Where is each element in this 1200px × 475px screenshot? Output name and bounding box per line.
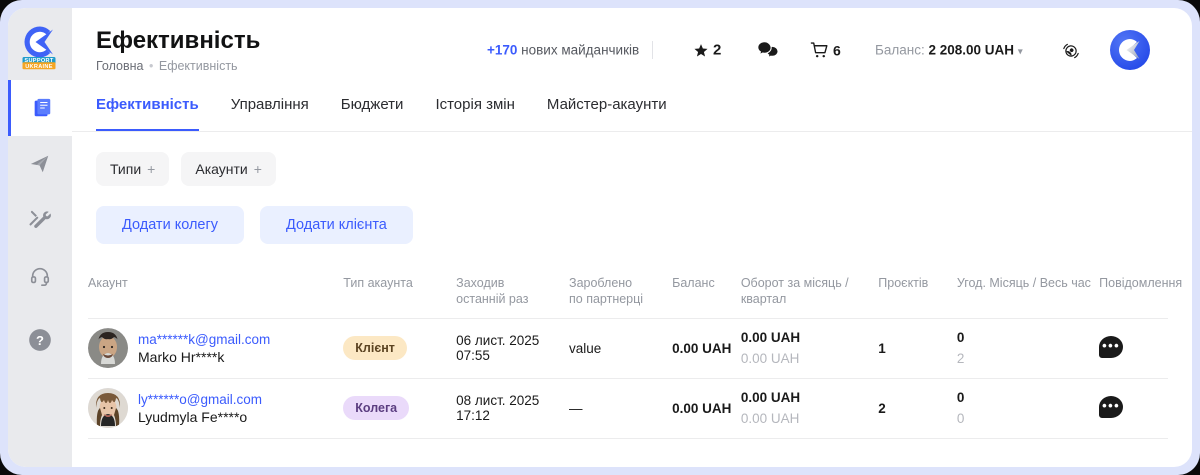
- svg-text:?: ?: [36, 333, 44, 348]
- svg-text:UKRAINE: UKRAINE: [25, 64, 53, 70]
